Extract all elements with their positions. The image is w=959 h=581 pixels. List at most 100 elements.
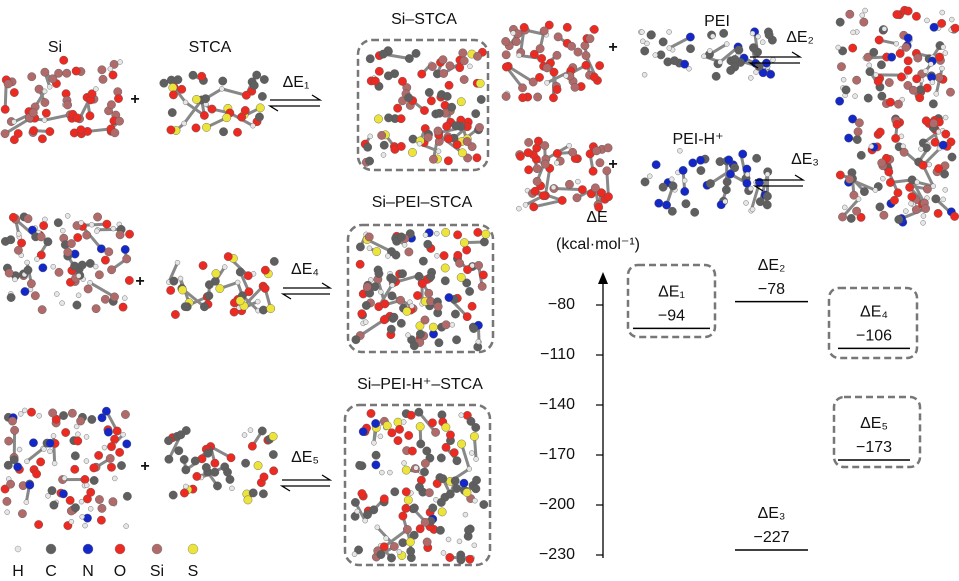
atom <box>535 73 543 81</box>
atom <box>574 48 582 56</box>
atom <box>202 123 210 131</box>
atom <box>943 51 948 56</box>
atom <box>655 199 663 207</box>
atom <box>846 10 854 18</box>
atom <box>60 56 68 64</box>
atom <box>121 245 129 253</box>
level-value: −227 <box>753 529 789 546</box>
atom <box>469 450 474 455</box>
atom <box>62 476 67 481</box>
atom <box>424 240 432 248</box>
level-value: −173 <box>856 439 892 456</box>
atom <box>384 114 392 122</box>
atom <box>72 67 80 75</box>
atom <box>10 426 18 434</box>
atom <box>51 433 56 438</box>
atom <box>894 189 902 197</box>
atom <box>428 419 436 427</box>
axis-unit: (kcal·mol⁻¹) <box>556 236 640 253</box>
atom <box>928 62 933 67</box>
atom <box>458 149 466 157</box>
atom <box>1 129 9 137</box>
atom <box>269 450 277 458</box>
atom <box>937 19 945 27</box>
atom <box>213 482 221 490</box>
atom <box>415 408 423 416</box>
atom <box>923 69 928 74</box>
atom <box>860 187 868 195</box>
atom <box>549 94 557 102</box>
atom <box>397 233 405 241</box>
atom <box>591 184 599 192</box>
atom <box>241 459 249 467</box>
atom <box>894 100 902 108</box>
atom <box>14 129 22 137</box>
atom <box>760 40 765 45</box>
atom <box>841 77 846 82</box>
atom <box>943 115 948 120</box>
plus: + <box>135 273 144 290</box>
atom <box>915 180 920 185</box>
atom <box>94 451 102 459</box>
atom <box>918 147 923 152</box>
atom <box>878 92 886 100</box>
atom <box>375 269 383 277</box>
atom <box>950 212 958 220</box>
atom <box>125 276 133 284</box>
atom <box>222 113 230 121</box>
atom <box>375 67 383 75</box>
atom <box>479 271 487 279</box>
atom <box>474 228 482 236</box>
atom <box>258 427 266 435</box>
atom <box>518 84 526 92</box>
atom <box>219 128 227 136</box>
atom <box>681 187 689 195</box>
atom <box>446 537 451 542</box>
atom <box>750 207 755 212</box>
atom <box>113 427 121 435</box>
atom <box>104 428 112 436</box>
atom <box>436 526 444 534</box>
atom <box>942 130 950 138</box>
atom <box>107 463 115 471</box>
atom <box>252 71 260 79</box>
atom <box>533 93 541 101</box>
atom <box>385 254 390 259</box>
atom <box>502 92 510 100</box>
atom <box>441 550 446 555</box>
atom <box>54 69 62 77</box>
atom <box>431 428 439 436</box>
atom <box>24 500 29 505</box>
atom <box>877 61 885 69</box>
atom <box>460 479 468 487</box>
atom <box>84 459 89 464</box>
label: Si–PEI–STCA <box>372 194 473 211</box>
atom <box>765 31 773 39</box>
atom <box>75 432 80 437</box>
atom <box>441 228 449 236</box>
atom <box>940 66 945 71</box>
atom <box>390 313 398 321</box>
atom <box>174 75 182 83</box>
atom <box>34 257 39 262</box>
atom <box>380 316 388 324</box>
atom <box>931 184 936 189</box>
legend-swatch <box>152 544 162 554</box>
level-box <box>628 265 715 337</box>
reaction-label: ΔE₅ <box>291 449 319 466</box>
atom <box>903 209 908 214</box>
atom <box>28 73 36 81</box>
atom <box>200 111 208 119</box>
atom <box>202 463 210 471</box>
atom <box>932 195 940 203</box>
atom <box>404 93 412 101</box>
atom <box>391 488 399 496</box>
plus: + <box>130 91 139 108</box>
atom <box>647 174 652 179</box>
atom <box>76 273 81 278</box>
atom <box>7 293 15 301</box>
atom <box>441 277 449 285</box>
atom <box>352 336 360 344</box>
atom <box>919 161 927 169</box>
atom <box>582 51 590 59</box>
